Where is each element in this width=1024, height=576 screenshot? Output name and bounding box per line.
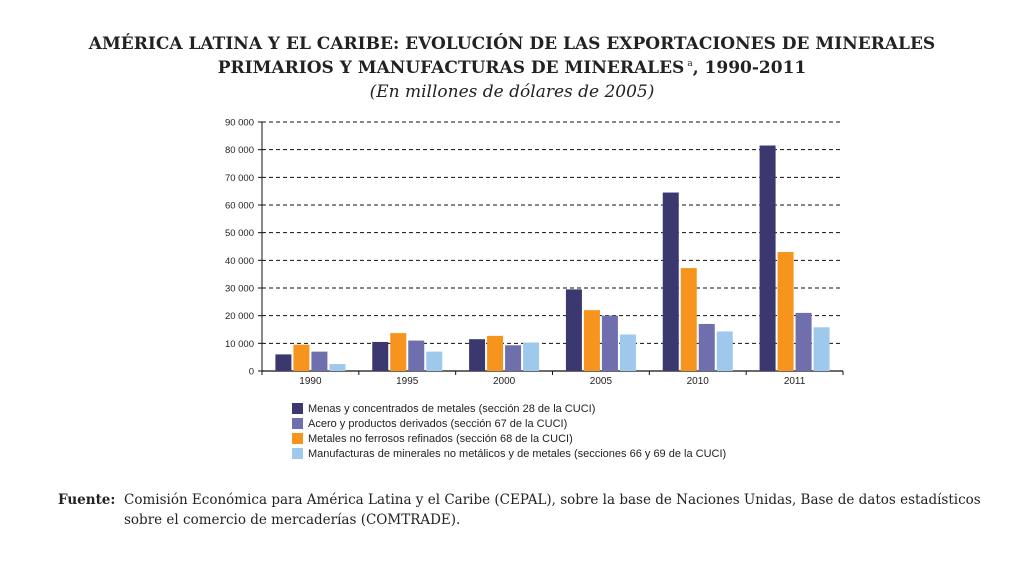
legend-swatch [292,403,303,414]
legend-label: Acero y productos derivados (sección 67 … [308,417,568,430]
chart-legend: Menas y concentrados de metales (sección… [292,401,726,461]
chart-title-line-2: PRIMARIOS Y MANUFACTURAS DE MINERALES a, … [0,58,1024,78]
bar-2011-series-2 [777,252,794,371]
bar-chart: 0 10 000 20 000 30 000 40 000 50 000 60 000 70 … [225,118,844,387]
footnote-marker: a [687,59,693,70]
legend-label: Metales no ferrosos refinados (sección 6… [308,432,573,445]
legend-item: Metales no ferrosos refinados (sección 6… [292,431,726,446]
bar-2000-series-3 [505,345,522,371]
y-tick-label: 50 000 [225,228,254,239]
bar-2011-series-3 [795,312,812,371]
chart-title-line-1: AMÉRICA LATINA Y EL CARIBE: EVOLUCIÓN DE… [88,34,936,54]
y-tick-label: 70 000 [225,173,254,184]
legend-swatch [292,433,303,444]
y-tick-label: 20 000 [225,311,254,322]
bar-1990-series-3 [311,351,328,371]
bar-1995-series-1 [372,341,389,371]
x-tick-label: 2005 [590,376,613,387]
legend-swatch [292,418,303,429]
legend-item: Manufacturas de minerales no metálicos y… [292,446,726,461]
bar-1990-series-1 [275,354,292,371]
bar-2010-series-1 [662,192,679,371]
bar-2010-series-2 [680,268,697,371]
y-tick-label: 30 000 [225,284,254,295]
source-text: Comisión Económica para América Latina y… [124,492,981,528]
bar-2011-series-1 [759,145,776,371]
chart-title-line-2-main: PRIMARIOS Y MANUFACTURAS DE MINERALES [217,58,685,78]
bar-1990-series-2 [293,344,310,371]
bar-2010-series-3 [698,323,715,371]
y-tick-label: 10 000 [225,339,254,350]
legend-swatch [292,448,303,459]
x-tick-label: 2000 [493,376,516,387]
y-tick-label: 40 000 [225,256,254,267]
x-tick-label: 1990 [299,376,322,387]
y-tick-label: 90 000 [225,118,254,129]
legend-label: Manufacturas de minerales no metálicos y… [308,447,727,460]
bar-2011-series-4 [813,327,830,371]
legend-item: Acero y productos derivados (sección 67 … [292,416,726,431]
source-label: Fuente: [58,492,116,508]
x-tick-label: 2011 [784,376,806,387]
legend-item: Menas y concentrados de metales (sección… [292,401,726,416]
y-tick-label: 80 000 [225,145,254,156]
bar-2000-series-4 [523,342,540,371]
bar-2005-series-4 [619,334,636,371]
bar-1990-series-4 [329,364,346,371]
x-tick-label: 1995 [396,376,419,387]
x-tick-label: 2010 [687,376,710,387]
y-tick-label: 60 000 [225,201,254,212]
bar-2010-series-4 [716,331,733,371]
bar-1995-series-3 [408,340,425,371]
bar-2005-series-1 [565,289,582,371]
legend-label: Menas y concentrados de metales (sección… [308,402,596,415]
bar-2000-series-1 [469,339,486,371]
chart-subtitle: (En millones de dólares de 2005) [369,82,655,102]
bar-1995-series-4 [426,351,443,371]
bar-2005-series-3 [601,315,618,371]
y-tick-label: 0 [249,367,254,378]
bar-2005-series-2 [583,310,600,371]
bar-2000-series-2 [487,335,504,371]
bar-1995-series-2 [390,333,407,371]
source-note: Fuente: Comisión Económica para América … [58,490,1008,528]
chart-title-years: , 1990-2011 [692,58,807,78]
